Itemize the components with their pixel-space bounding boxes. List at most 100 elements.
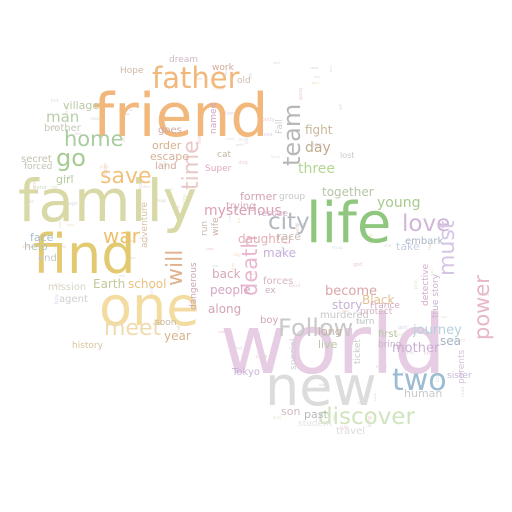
word-time: time	[179, 140, 204, 190]
word-student: student	[298, 419, 333, 429]
word-family: family	[18, 167, 198, 235]
word-lost: lost	[340, 151, 355, 160]
word-three: three	[298, 161, 336, 177]
word-rescue: rescue	[258, 209, 288, 219]
word-fall: Fall	[275, 119, 285, 134]
filler-word: son	[180, 184, 190, 191]
word-turn: turn	[356, 317, 375, 327]
filler-word: film	[143, 185, 150, 190]
word-end: end	[38, 253, 57, 264]
filler-word: evil	[119, 273, 125, 278]
filler-word: band	[288, 284, 301, 289]
word-ex: ex	[265, 286, 276, 296]
filler-word: home	[224, 112, 239, 118]
word-must: must	[435, 220, 460, 276]
filler-word: dark	[194, 76, 203, 81]
word-true-story: true story	[431, 273, 441, 318]
filler-word: sea	[263, 131, 273, 138]
word-mother: mother	[392, 341, 440, 356]
filler-word: dog	[238, 160, 248, 167]
word-adventure: adventure	[140, 201, 150, 248]
word-brother: brother	[44, 123, 81, 134]
word-special: special	[289, 338, 299, 370]
word-along: along	[208, 302, 242, 316]
filler-word: evil	[238, 137, 246, 142]
word-soon: soon	[155, 318, 177, 328]
word-super: Super	[205, 164, 232, 174]
filler-word: star	[383, 243, 393, 249]
filler-word: dog	[67, 223, 74, 228]
filler-word: plan	[99, 165, 110, 171]
filler-word: past	[395, 332, 405, 338]
filler-word: film	[54, 283, 63, 289]
word-forces: forces	[263, 276, 294, 287]
filler-word: war	[67, 174, 75, 179]
filler-word: crew	[255, 353, 268, 360]
filler-word: moon	[90, 116, 102, 122]
word-friend: friend	[93, 81, 269, 151]
word-embark: embark	[405, 236, 444, 247]
word-meet: meet	[104, 316, 162, 341]
word-murdered: murdered	[320, 310, 369, 321]
filler-word: gang	[298, 87, 304, 100]
word-school: school	[128, 277, 167, 291]
filler-word: camp	[354, 328, 369, 335]
filler-word: god	[353, 261, 363, 268]
filler-word: way	[404, 350, 415, 357]
filler-word: sea	[248, 271, 255, 276]
word-escape: escape	[150, 150, 190, 163]
word-live: live	[318, 338, 338, 351]
word-young: young	[377, 195, 421, 211]
word-new: new	[265, 355, 377, 418]
word-group: group	[279, 192, 306, 202]
word-goes: goes	[158, 125, 182, 136]
word-race: race	[277, 230, 302, 243]
word-day: day	[305, 140, 331, 156]
filler-word: law	[251, 330, 261, 337]
word-life: life	[306, 191, 392, 256]
filler-word: war	[129, 239, 136, 244]
filler-word: soul	[357, 400, 367, 406]
filler-word: kid	[50, 97, 59, 104]
filler-word: love	[313, 74, 321, 79]
word-fight: fight	[305, 123, 333, 137]
word-sister: sister	[447, 371, 472, 381]
filler-word: band	[33, 185, 47, 191]
filler-word: band	[229, 345, 243, 352]
word-france: France	[370, 301, 400, 311]
word-girl: girl	[56, 173, 74, 186]
word-cat: cat	[217, 150, 231, 160]
filler-word: sky	[233, 253, 242, 259]
word-go: go	[56, 144, 86, 172]
word-will: will	[163, 249, 188, 286]
word-back: back	[212, 267, 241, 281]
word-dream: dream	[169, 55, 199, 65]
word-journey: journey	[413, 323, 462, 338]
word-human: human	[404, 387, 443, 400]
word-save: save	[100, 164, 152, 189]
word-discover: discover	[318, 404, 415, 430]
filler-word: dog	[341, 307, 349, 313]
word-father: father	[152, 61, 240, 95]
word-named: named	[209, 102, 219, 134]
filler-word: dark	[272, 415, 282, 420]
word-love: love	[402, 211, 451, 237]
filler-word: deal	[74, 131, 82, 136]
word-year: year	[164, 329, 191, 343]
word-find: find	[33, 223, 136, 286]
word-daughter: daughter	[238, 232, 293, 246]
filler-word: map	[155, 199, 167, 205]
word-mysterious: mysterious	[204, 203, 282, 219]
filler-word: map	[332, 246, 343, 251]
word-ticket: ticket	[353, 339, 363, 364]
word-history: history	[72, 341, 103, 351]
word-home: home	[64, 127, 124, 151]
filler-word: road	[461, 386, 467, 398]
word-past: past	[304, 408, 328, 421]
word-run: run	[200, 220, 210, 236]
filler-word: show	[319, 383, 328, 388]
filler-word: hero	[107, 296, 117, 302]
filler-word: city	[126, 108, 133, 112]
word-parents: parents	[457, 349, 467, 384]
